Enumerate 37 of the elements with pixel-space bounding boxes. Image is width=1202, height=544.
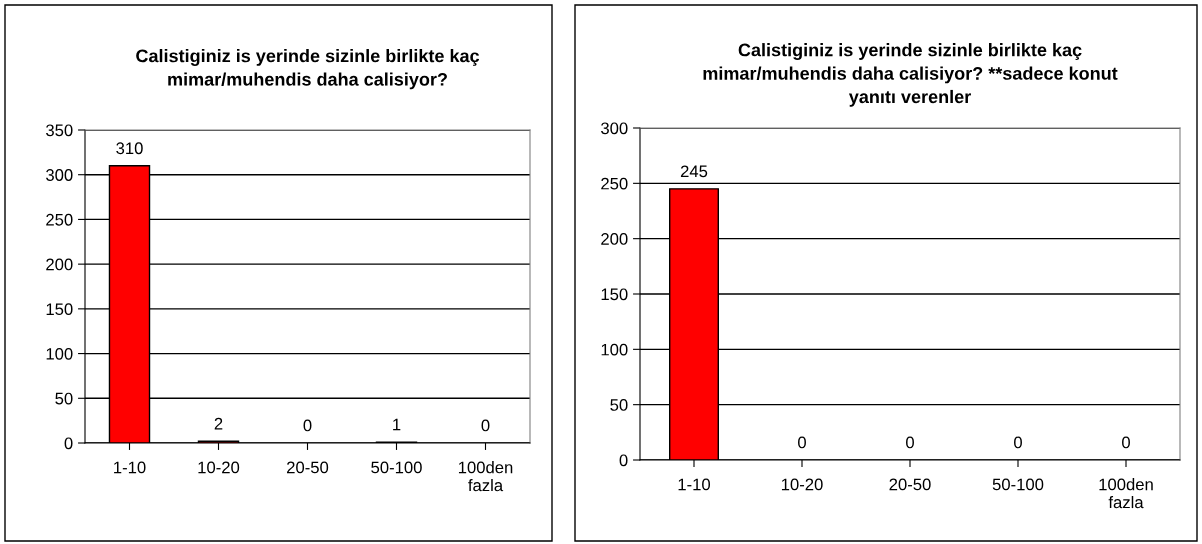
x-tick-label: 50-100	[992, 478, 1044, 491]
y-tick-label: 350	[46, 124, 73, 137]
y-tick-label: 150	[46, 303, 73, 316]
chart-title: Calistiginiz is yerinde sizinle birlikte kaç mimar/muhendis daha calisiyor? **sadece konut yanıtı verenler	[703, 43, 1118, 107]
data-label: 0	[906, 436, 914, 449]
data-label: 0	[1122, 436, 1130, 449]
y-tick-label: 0	[64, 437, 73, 450]
y-tick-label: 300	[46, 169, 73, 181]
y-tick-label: 100	[601, 343, 628, 356]
data-label: 245	[680, 165, 708, 178]
x-tick-label: 100den fazla	[1099, 478, 1153, 509]
x-tick-label: 1-10	[678, 478, 711, 491]
x-tick-label: 1-10	[114, 461, 146, 474]
y-tick-label: 150	[601, 288, 628, 301]
x-tick-label: 100den fazla	[458, 461, 513, 492]
y-tick-label: 200	[46, 258, 73, 271]
y-tick-label: 250	[601, 177, 628, 190]
y-tick-label: 200	[601, 233, 628, 245]
data-label: 0	[481, 419, 490, 432]
data-label: 2	[214, 417, 223, 430]
y-tick-label: 50	[610, 399, 628, 411]
y-tick-label: 300	[601, 122, 628, 135]
data-label: 0	[303, 419, 312, 432]
y-tick-label: 100	[46, 347, 73, 360]
data-label: 310	[116, 142, 143, 155]
data-label: 0	[1014, 436, 1022, 449]
x-tick-label: 20-50	[889, 478, 931, 491]
x-tick-label: 10-20	[198, 461, 240, 474]
chart-title: Calistiginiz is yerinde sizinle birlikte kaç mimar/muhendis daha calisiyor?	[136, 49, 480, 90]
x-tick-label: 20-50	[287, 461, 329, 474]
data-label: 1	[393, 418, 401, 431]
y-tick-label: 250	[46, 213, 73, 226]
x-tick-label: 10-20	[781, 478, 823, 491]
y-tick-label: 0	[619, 454, 628, 467]
x-tick-label: 50-100	[371, 461, 422, 474]
y-tick-label: 50	[55, 392, 73, 405]
data-label: 0	[798, 436, 806, 449]
